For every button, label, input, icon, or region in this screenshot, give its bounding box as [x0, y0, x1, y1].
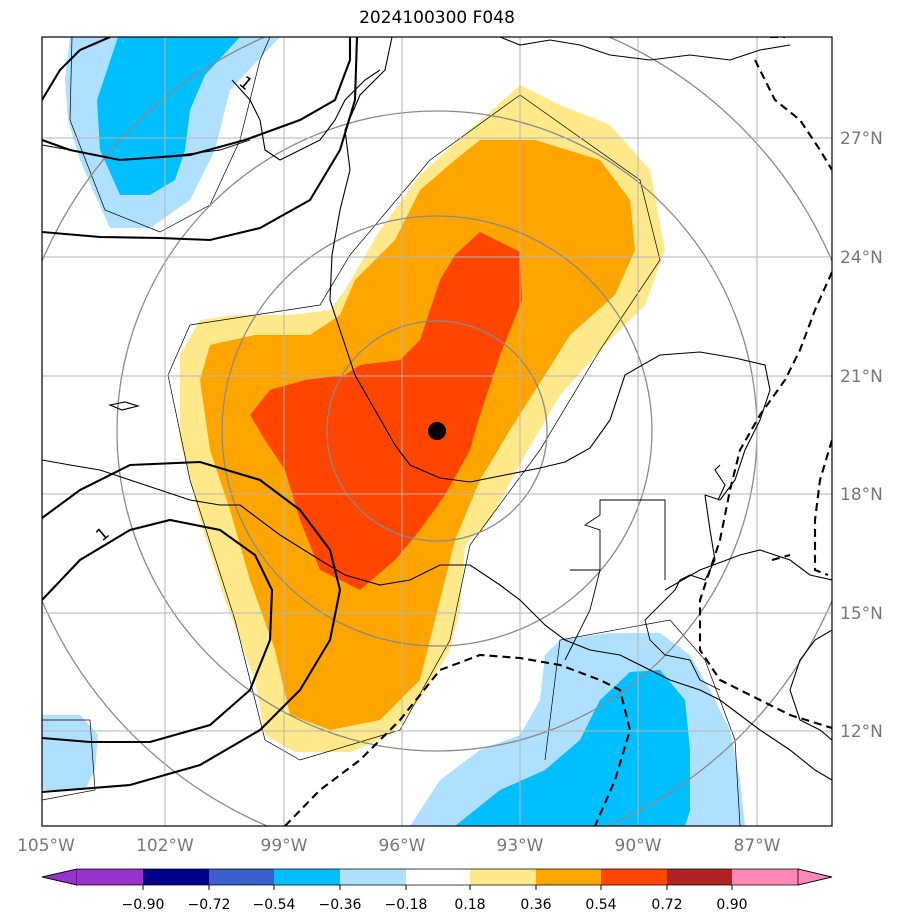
- colorbar-segment: [667, 869, 732, 885]
- colorbar-segment: [536, 869, 601, 885]
- latitude-tick-label: 24°N: [840, 248, 883, 268]
- colorbar-segment: [406, 869, 470, 885]
- colorbar-segment: [470, 869, 536, 885]
- colorbar-tick-label: −0.18: [385, 897, 428, 913]
- thin-contour-line: [544, 619, 741, 826]
- colorbar-tick-label: 0.36: [520, 897, 551, 913]
- negative-anomaly-north-inner-fill: [97, 37, 240, 195]
- colorbar-tick-label: −0.36: [319, 897, 362, 913]
- colorbar: −0.90 −0.72 −0.54 −0.36 −0.18 0.18 0.36 …: [41, 868, 833, 913]
- colorbar-tick-label: 0.18: [454, 897, 485, 913]
- map-title: 2024100300 F048: [359, 8, 515, 28]
- thin-contour-line: [69, 37, 271, 233]
- colorbar-segment: [732, 869, 798, 885]
- latitude-axis: 27°N 24°N 21°N 18°N 15°N 12°N: [840, 129, 883, 742]
- colorbar-segment: [77, 869, 143, 885]
- latitude-tick-label: 18°N: [840, 485, 883, 505]
- colorbar-segment: [340, 869, 406, 885]
- thin-contour-line: [42, 719, 96, 801]
- colorbar-outline: [41, 868, 833, 886]
- storm-center-marker: [428, 422, 446, 440]
- longitude-tick-label: 96°W: [379, 836, 426, 856]
- colorbar-segment: [143, 869, 209, 885]
- colorbar-extend-high: [797, 868, 833, 886]
- colorbar-tick-label: −0.72: [188, 897, 231, 913]
- dashed-contour-lines: [284, 37, 832, 826]
- colorbar-tick-label: 0.54: [585, 897, 616, 913]
- colorbar-tick-label: −0.90: [122, 897, 165, 913]
- thin-contour-line: [167, 94, 661, 761]
- colorbar-segment: [274, 869, 340, 885]
- longitude-tick-label: 87°W: [734, 836, 781, 856]
- colorbar-segment: [209, 869, 274, 885]
- map-frame: [41, 36, 833, 827]
- positive-anomaly-0.54-fill: [250, 232, 522, 590]
- longitude-tick-label: 105°W: [17, 836, 75, 856]
- colorbar-segment: [601, 869, 667, 885]
- latitude-tick-label: 27°N: [840, 129, 883, 149]
- negative-anomaly-west-fill: [42, 715, 98, 790]
- longitude-axis: 105°W 102°W 99°W 96°W 93°W 90°W 87°W: [17, 836, 781, 856]
- longitude-tick-label: 90°W: [615, 836, 662, 856]
- colorbar-extend-low: [41, 868, 78, 886]
- latitude-tick-label: 12°N: [840, 722, 883, 742]
- colorbar-tick-label: 0.72: [651, 897, 682, 913]
- coastlines: [42, 37, 832, 781]
- map-panel: 1 1: [42, 37, 832, 826]
- negative-anomaly-south-inner-fill: [455, 670, 690, 826]
- latitude-tick-label: 15°N: [840, 604, 883, 624]
- colorbar-tick-label: −0.54: [253, 897, 296, 913]
- longitude-tick-label: 93°W: [497, 836, 544, 856]
- colorbar-tick-label: 0.90: [716, 897, 747, 913]
- longitude-tick-label: 99°W: [261, 836, 308, 856]
- longitude-tick-label: 102°W: [136, 836, 194, 856]
- latitude-tick-label: 21°N: [840, 367, 883, 387]
- solid-contour-lines: [42, 37, 359, 794]
